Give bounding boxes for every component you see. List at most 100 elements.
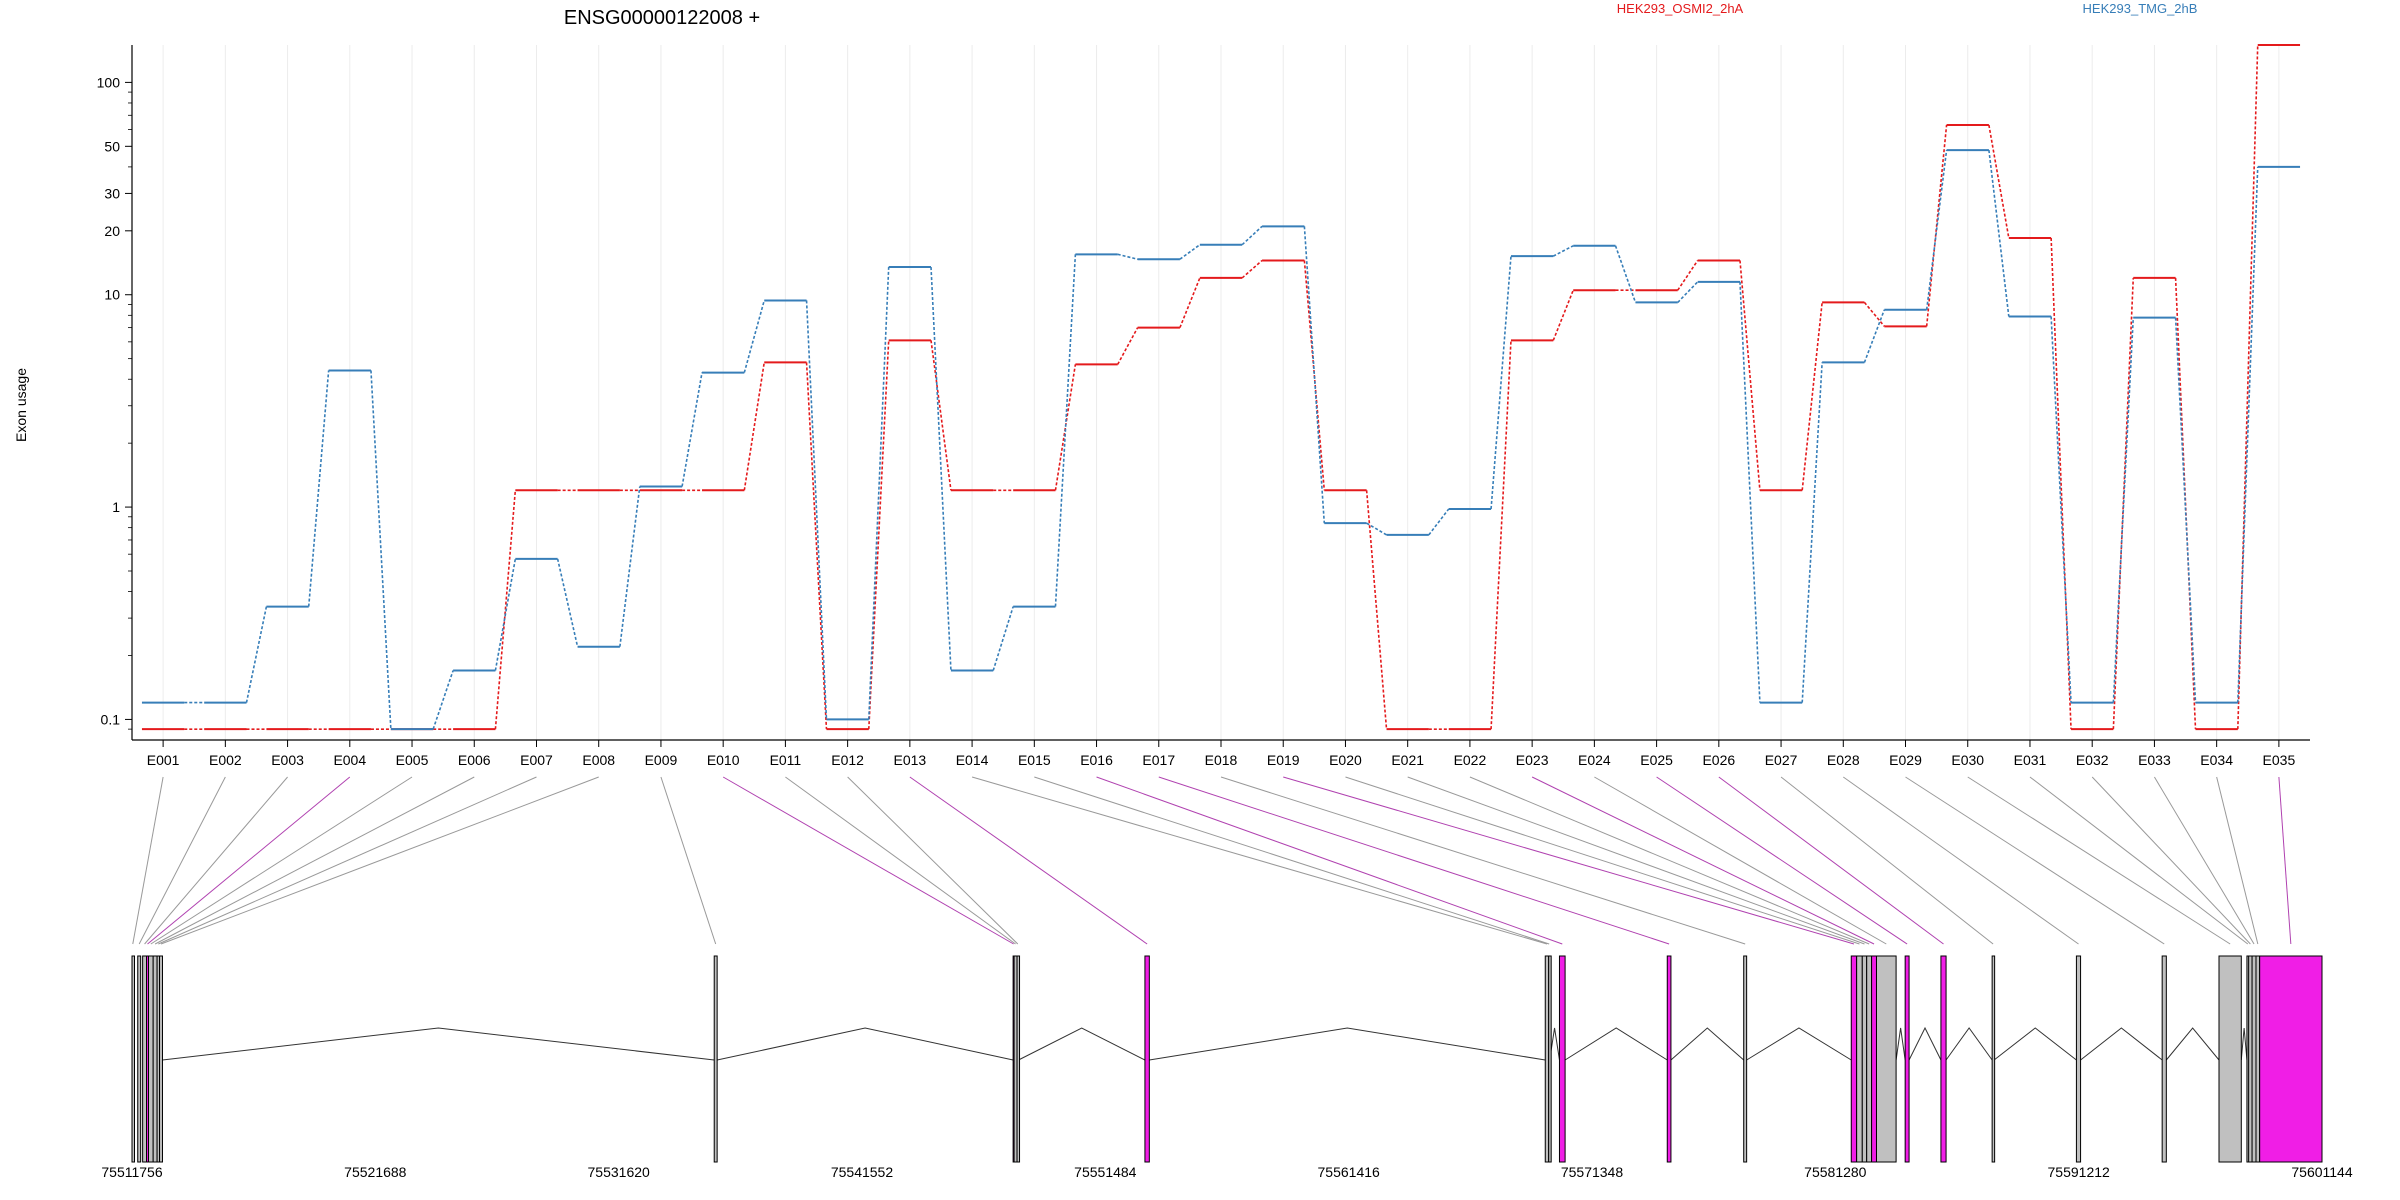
connector bbox=[1054, 364, 1077, 491]
link-E002 bbox=[138, 776, 226, 945]
connector bbox=[2050, 316, 2072, 703]
connector bbox=[1303, 226, 1326, 524]
x-tick-label: E031 bbox=[2014, 752, 2047, 768]
connector bbox=[743, 300, 766, 373]
connector bbox=[1241, 225, 1263, 246]
x-tick-label: E004 bbox=[333, 752, 366, 768]
exon-E014 bbox=[1544, 955, 1550, 1163]
x-tick-label: E007 bbox=[520, 752, 553, 768]
y-tick-label: 100 bbox=[97, 74, 121, 90]
link-E035 bbox=[2278, 776, 2292, 945]
exon-E006 bbox=[152, 955, 158, 1163]
link-E021 bbox=[1407, 776, 1865, 945]
link-E018 bbox=[1220, 776, 1746, 945]
genomic-axis: 75511756 75521688 75531620 75541552 75551484… bbox=[101, 1164, 2352, 1180]
link-E023 bbox=[1531, 776, 1875, 945]
link-E019 bbox=[1283, 776, 1855, 945]
connector bbox=[2174, 317, 2197, 703]
genomic-tick-label: 75581280 bbox=[1804, 1164, 1867, 1180]
link-E025 bbox=[1656, 776, 1908, 945]
link-E014 bbox=[971, 776, 1548, 945]
connector bbox=[1988, 124, 2010, 239]
x-tick-label: E025 bbox=[1640, 752, 1673, 768]
connector bbox=[2050, 237, 2072, 730]
exon-E025 bbox=[1904, 955, 1910, 1163]
exon-E016 bbox=[1558, 955, 1566, 1163]
genomic-tick-label: 75601144 bbox=[2291, 1164, 2352, 1180]
intron-3 bbox=[1018, 1027, 1146, 1061]
connector bbox=[743, 362, 766, 491]
link-E034 bbox=[2216, 776, 2259, 945]
exon-E021 bbox=[1861, 955, 1868, 1163]
connector bbox=[1179, 277, 1201, 328]
exon-E022 bbox=[1866, 955, 1873, 1163]
connector bbox=[867, 340, 890, 730]
connector bbox=[1116, 327, 1139, 365]
y-tick-label: 1 bbox=[112, 499, 120, 515]
exon-E029 bbox=[2161, 955, 2167, 1163]
link-E016 bbox=[1096, 776, 1563, 945]
intron-4 bbox=[1149, 1027, 1546, 1061]
connector bbox=[681, 372, 703, 487]
connector bbox=[1801, 302, 1823, 491]
intron-9 bbox=[1895, 1027, 1906, 1061]
connector bbox=[2237, 44, 2259, 730]
connector bbox=[245, 606, 268, 703]
x-tick-label: E029 bbox=[1889, 752, 1922, 768]
connector bbox=[1365, 490, 1388, 730]
exon-E015 bbox=[1548, 955, 1552, 1163]
y-tick-label: 10 bbox=[104, 287, 120, 303]
exon-E001 bbox=[131, 955, 135, 1163]
connector bbox=[1428, 508, 1450, 536]
x-tick-label: E021 bbox=[1391, 752, 1424, 768]
link-E012 bbox=[847, 776, 1019, 945]
x-tick-label: E030 bbox=[1951, 752, 1984, 768]
link-E011 bbox=[785, 776, 1016, 945]
x-tick-label: E018 bbox=[1205, 752, 1238, 768]
x-tick-label: E001 bbox=[147, 752, 180, 768]
intron-13 bbox=[2080, 1027, 2163, 1061]
intron-8 bbox=[1746, 1027, 1852, 1061]
exon-E023 bbox=[1871, 955, 1877, 1163]
connector bbox=[1490, 256, 1512, 510]
intron-7 bbox=[1670, 1027, 1745, 1061]
x-tick-label: E003 bbox=[271, 752, 304, 768]
link-E028 bbox=[1842, 776, 2079, 945]
exon-E035 bbox=[2259, 955, 2323, 1163]
exon-E028 bbox=[2075, 955, 2082, 1163]
y-tick-label: 30 bbox=[104, 185, 120, 201]
connector bbox=[1677, 260, 1699, 291]
connector bbox=[370, 370, 392, 730]
intron-6 bbox=[1564, 1027, 1668, 1061]
exon-E018 bbox=[1743, 955, 1748, 1163]
link-E022 bbox=[1469, 776, 1870, 945]
genomic-tick-label: 75591212 bbox=[2048, 1164, 2111, 1180]
exon-E012 bbox=[1016, 955, 1021, 1163]
connector bbox=[992, 606, 1014, 671]
intron-1 bbox=[162, 1027, 715, 1061]
x-tick-label: E008 bbox=[582, 752, 615, 768]
x-tick-label: E002 bbox=[209, 752, 242, 768]
exon-links bbox=[132, 776, 2292, 945]
connector bbox=[805, 362, 828, 730]
genomic-tick-label: 75571348 bbox=[1561, 1164, 1624, 1180]
intron-11 bbox=[1945, 1027, 1993, 1061]
link-E004 bbox=[147, 776, 351, 945]
connector bbox=[1925, 124, 1948, 327]
x-tick-label: E023 bbox=[1516, 752, 1549, 768]
exon-E030 bbox=[2218, 955, 2242, 1163]
intron-15 bbox=[2240, 1027, 2248, 1061]
exon-E034 bbox=[2255, 955, 2261, 1163]
connector bbox=[307, 370, 330, 607]
connector bbox=[930, 340, 952, 491]
gridlines bbox=[162, 45, 2280, 740]
link-E009 bbox=[660, 776, 717, 945]
link-E017 bbox=[1158, 776, 1670, 945]
link-E001 bbox=[132, 776, 164, 945]
x-tick-label: E009 bbox=[645, 752, 678, 768]
exon-E019 bbox=[1850, 955, 1858, 1163]
link-E026 bbox=[1718, 776, 1944, 945]
x-tick-label: E017 bbox=[1142, 752, 1175, 768]
connector bbox=[867, 267, 890, 720]
connector bbox=[1117, 253, 1138, 260]
